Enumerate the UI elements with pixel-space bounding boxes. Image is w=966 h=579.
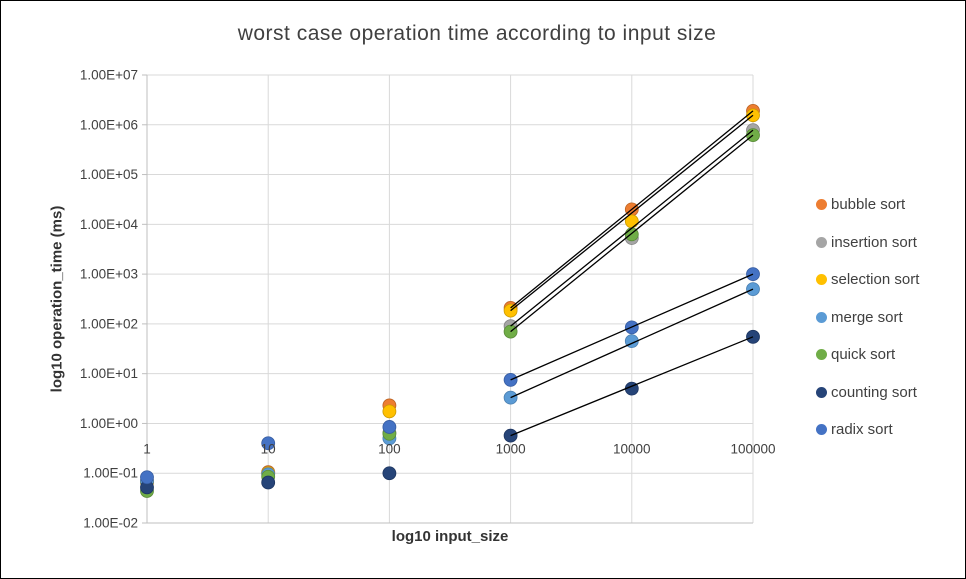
legend-label: insertion sort <box>831 233 917 251</box>
data-point-counting-sort <box>261 475 276 490</box>
legend-item-insertion-sort: insertion sort <box>816 224 919 262</box>
data-point-radix-sort <box>382 420 397 434</box>
trendline-radix-sort <box>510 273 754 381</box>
legend-item-radix-sort: radix sort <box>816 411 919 449</box>
legend-marker-icon <box>816 349 827 361</box>
data-point-selection-sort <box>503 303 518 318</box>
data-point-radix-sort <box>261 436 276 451</box>
legend-item-quick-sort: quick sort <box>816 336 919 374</box>
trendline-merge-sort <box>510 288 754 399</box>
data-point-quick-sort <box>503 324 518 339</box>
x-tick-label: 1000 <box>496 441 526 456</box>
legend-item-merge-sort: merge sort <box>816 299 919 337</box>
legend-label: quick sort <box>831 346 896 364</box>
legend: bubble sort insertion sort selection sort m… <box>816 186 919 449</box>
legend-marker-icon <box>816 311 827 323</box>
trendline-insertion-sort <box>510 129 754 327</box>
data-point-selection-sort <box>382 404 397 419</box>
legend-item-counting-sort: counting sort <box>816 374 919 412</box>
trendline-quick-sort <box>510 134 754 333</box>
x-tick-label: 100000 <box>730 441 775 456</box>
x-tick-label: 100 <box>378 441 401 456</box>
data-point-merge-sort <box>503 390 518 405</box>
chart-title: worst case operation time according to i… <box>237 22 717 45</box>
y-tick-label: 1.00E+01 <box>80 366 138 381</box>
legend-label: merge sort <box>831 308 903 326</box>
y-tick-label: 1.00E+03 <box>80 267 138 282</box>
x-tick-label: 10000 <box>613 441 651 456</box>
legend-marker-icon <box>816 199 827 211</box>
legend-item-bubble-sort: bubble sort <box>816 186 919 224</box>
data-point-counting-sort <box>382 466 397 481</box>
legend-marker-icon <box>816 236 827 248</box>
data-point-radix-sort <box>140 470 154 485</box>
data-point-counting-sort <box>503 428 518 443</box>
y-tick-label: 1.00E+06 <box>80 117 138 132</box>
x-axis-title: log10 input_size <box>391 528 509 545</box>
x-tick-label: 10 <box>261 441 276 456</box>
data-point-radix-sort <box>503 372 518 387</box>
legend-label: bubble sort <box>831 196 906 214</box>
y-tick-label: 1.00E+04 <box>80 217 139 232</box>
trendline-bubble-sort <box>510 110 754 309</box>
legend-item-selection-sort: selection sort <box>816 261 919 299</box>
trendline-counting-sort <box>510 336 754 437</box>
legend-marker-icon <box>816 424 827 436</box>
y-tick-label: 1.00E-01 <box>83 466 138 481</box>
legend-label: selection sort <box>831 271 920 289</box>
legend-label: counting sort <box>831 383 917 401</box>
y-tick-label: 1.00E+07 <box>80 68 138 83</box>
y-tick-label: 1.00E+00 <box>80 416 138 431</box>
y-tick-label: 1.00E-02 <box>83 516 138 531</box>
legend-label: radix sort <box>831 421 893 439</box>
y-tick-label: 1.00E+02 <box>80 316 138 331</box>
x-tick-label: 1 <box>143 441 151 456</box>
trendline-selection-sort <box>510 114 754 312</box>
y-tick-label: 1.00E+05 <box>80 167 138 182</box>
legend-marker-icon <box>816 386 827 398</box>
legend-marker-icon <box>816 274 827 286</box>
